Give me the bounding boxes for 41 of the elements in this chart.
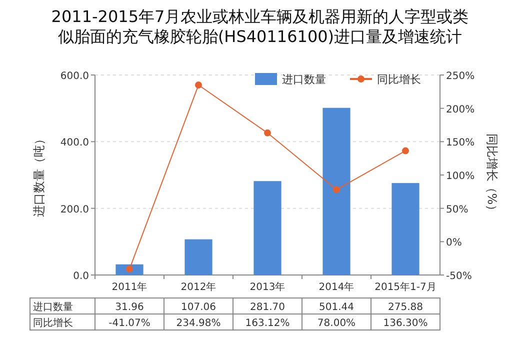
y2-tick-label: 150%: [446, 138, 475, 149]
y2-tick-label: 200%: [446, 104, 475, 116]
bar: [184, 239, 212, 275]
data-label: 163.12%: [245, 318, 290, 329]
point: [264, 129, 271, 136]
legend-label: 同比增长: [377, 73, 421, 86]
x-tick-label: 2014年: [318, 281, 354, 293]
y-tick-label: 0.0: [73, 271, 89, 282]
legend-label: 进口数量: [282, 73, 326, 86]
data-label: 78.00%: [317, 318, 356, 329]
y2-tick-label: 100%: [446, 171, 475, 182]
text: 同比增长: [33, 318, 73, 329]
x-tick-label: 2011年: [112, 281, 148, 293]
data-label: -41.07%: [108, 318, 150, 329]
data-label: 107.06: [181, 302, 216, 313]
y2-tick-label: 0%: [446, 238, 462, 249]
y2-tick-label: 50%: [446, 204, 468, 216]
text: 进口数量: [33, 302, 73, 313]
data-label: 136.30%: [383, 318, 428, 329]
point: [402, 147, 409, 154]
x-tick-label: 2015年1-7月: [374, 281, 436, 293]
x-tick-label: 2013年: [250, 281, 286, 293]
data-label: 281.70: [250, 302, 285, 313]
y-axis-title: 进口数量（吨）: [32, 133, 46, 217]
data-label: 501.44: [319, 302, 354, 313]
data-label: 234.98%: [176, 318, 221, 329]
point: [333, 186, 340, 194]
point: [195, 82, 202, 89]
y2-axis-title: 同比增长（%）: [485, 133, 499, 217]
data-label: 275.88: [388, 302, 423, 313]
x-tick-label: 2012年: [180, 281, 216, 293]
y2-tick-label: -50%: [446, 271, 472, 282]
data-label: 31.96: [115, 302, 144, 313]
y-tick-label: 200.0: [60, 204, 89, 216]
y2-tick-label: 250%: [446, 71, 475, 82]
chart-title: 2011-2015年7月农业或林业车辆及机器用新的人字型或类似胎面的充气橡胶轮胎(HS40116100)进口量及增速统计: [51, 7, 469, 46]
bar: [392, 183, 420, 275]
bar: [322, 108, 350, 275]
y-tick-label: 400.0: [60, 138, 89, 149]
bar: [254, 181, 282, 275]
y-tick-label: 600.0: [60, 71, 89, 82]
